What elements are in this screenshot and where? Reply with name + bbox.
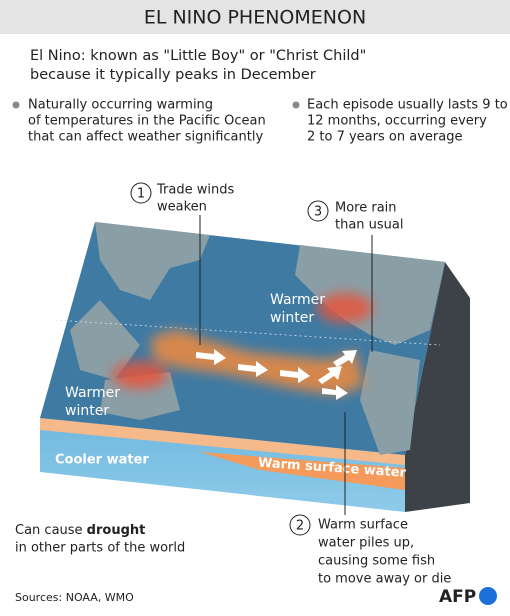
front-warm-strip (40, 418, 405, 465)
callout-line: than usual (335, 218, 404, 233)
bullet-dot (292, 101, 300, 109)
bullet-line: 2 to 7 years on average (307, 130, 462, 145)
footnote-text: in other parts of the world (15, 541, 185, 556)
title-bar (0, 0, 510, 34)
map-label: winter (65, 403, 109, 419)
bullet-line: Each episode usually lasts 9 to (307, 98, 508, 113)
bullet-line: Naturally occurring warming (28, 98, 213, 113)
front-warm-wedge (200, 452, 405, 490)
land-indonesia (70, 300, 140, 380)
bullet-dot (12, 101, 20, 109)
logo: AFP (439, 587, 476, 607)
map-label: Warmer (65, 385, 120, 401)
callout-line: More rain (335, 201, 397, 216)
callout-line: water piles up, (318, 536, 414, 551)
intro-line: because it typically peaks in December (30, 67, 316, 83)
equator (54, 319, 441, 346)
logo-dot (479, 587, 497, 605)
land-asia (95, 222, 210, 300)
footnote: Can cause drought (15, 523, 145, 538)
land-south-america (360, 350, 420, 455)
footnote-bold: drought (87, 523, 146, 538)
wind-arrows (196, 349, 357, 400)
callout-number: 1 (137, 187, 145, 202)
map-label: Warmer (270, 292, 325, 308)
block-side (405, 262, 470, 512)
callout-circle (289, 514, 311, 536)
callout-circle (307, 200, 329, 222)
callout-number: 2 (296, 519, 304, 534)
intro-line: El Nino: known as "Little Boy" or "Chris… (30, 48, 366, 64)
bullet-line: that can affect weather significantly (28, 130, 263, 145)
footnote-text: Can cause (15, 523, 87, 538)
sources: Sources: NOAA, WMO (15, 591, 134, 604)
bullet-line: of temperatures in the Pacific Ocean (28, 114, 266, 129)
block-front (40, 418, 405, 512)
front-label: Cooler water (55, 453, 149, 468)
land-north-america (295, 245, 445, 345)
callout-line: causing some fish (318, 554, 435, 569)
title: EL NINO PHENOMENON (144, 7, 366, 29)
callout-circle (130, 182, 152, 204)
bullet-line: 12 months, occurring every (307, 114, 487, 129)
callout-number: 3 (314, 205, 322, 220)
map-label: winter (270, 310, 314, 326)
callout-line: to move away or die (318, 572, 451, 587)
callout-line: Warm surface (318, 518, 408, 533)
callout-line: Trade winds (156, 183, 234, 198)
callout-line: weaken (157, 200, 207, 215)
